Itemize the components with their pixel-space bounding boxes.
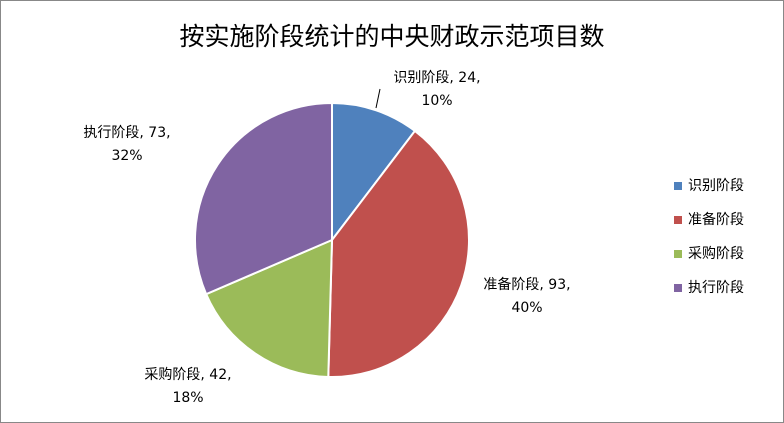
data-label: 准备阶段, 93, [483, 276, 570, 293]
data-label: 采购阶段, 42, [144, 367, 231, 383]
legend-swatch [674, 250, 682, 258]
legend-swatch [674, 284, 682, 292]
pie [194, 101, 470, 378]
legend-label: 执行阶段 [688, 280, 744, 296]
legend-label: 采购阶段 [688, 246, 744, 262]
pie-slice [204, 238, 334, 378]
data-label: 10% [421, 93, 452, 109]
chart-title: 按实施阶段统计的中央财政示范项目数 [179, 22, 604, 51]
legend-swatch [674, 216, 682, 224]
data-label: 18% [172, 390, 203, 406]
legend-label: 识别阶段 [688, 178, 744, 194]
data-label: 执行阶段, 73, [83, 125, 170, 141]
legend-swatch [674, 182, 682, 190]
pie-slice [327, 129, 470, 378]
data-label: 识别阶段, 24, [393, 70, 480, 86]
pie-slice [194, 101, 333, 296]
data-label: 32% [111, 148, 142, 164]
pie-slice [331, 101, 417, 243]
data-label: 40% [511, 300, 542, 316]
legend-label: 准备阶段 [688, 211, 744, 228]
data-labels: 识别阶段, 24, 10% 准备阶段, 93, 40% 采购阶段, 42, 18% 执行阶段… [83, 70, 570, 406]
leader-line [375, 88, 381, 109]
